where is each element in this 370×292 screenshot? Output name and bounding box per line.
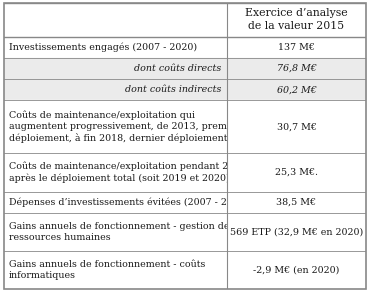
Text: 76,8 M€: 76,8 M€ [277,64,316,73]
Text: 30,7 M€: 30,7 M€ [276,122,316,131]
Text: Gains annuels de fonctionnement - coûts
informatiques: Gains annuels de fonctionnement - coûts … [9,260,205,280]
Text: Dépenses d’investissements évitées (2007 - 2020): Dépenses d’investissements évitées (2007… [9,197,249,207]
Text: 137 M€: 137 M€ [278,43,315,52]
Text: dont coûts indirects: dont coûts indirects [125,85,221,94]
Text: Gains annuels de fonctionnement - gestion des
ressources humaines: Gains annuels de fonctionnement - gestio… [9,222,235,242]
Text: Coûts de maintenance/exploitation qui
augmentent progressivement, de 2013, premi: Coûts de maintenance/exploitation qui au… [9,110,240,143]
Text: 25,3 M€.: 25,3 M€. [275,168,318,177]
Text: 38,5 M€: 38,5 M€ [276,198,316,207]
Text: 569 ETP (32,9 M€ en 2020): 569 ETP (32,9 M€ en 2020) [230,227,363,236]
Text: Coûts de maintenance/exploitation pendant 2 ans
après le déploiement total (soit: Coûts de maintenance/exploitation pendan… [9,162,248,183]
Text: 60,2 M€: 60,2 M€ [277,85,316,94]
Text: Exercice d’analyse
de la valeur 2015: Exercice d’analyse de la valeur 2015 [245,8,348,32]
Text: -2,9 M€ (en 2020): -2,9 M€ (en 2020) [253,265,340,274]
Text: Investissements engagés (2007 - 2020): Investissements engagés (2007 - 2020) [9,43,197,52]
Text: dont coûts directs: dont coûts directs [134,64,221,73]
